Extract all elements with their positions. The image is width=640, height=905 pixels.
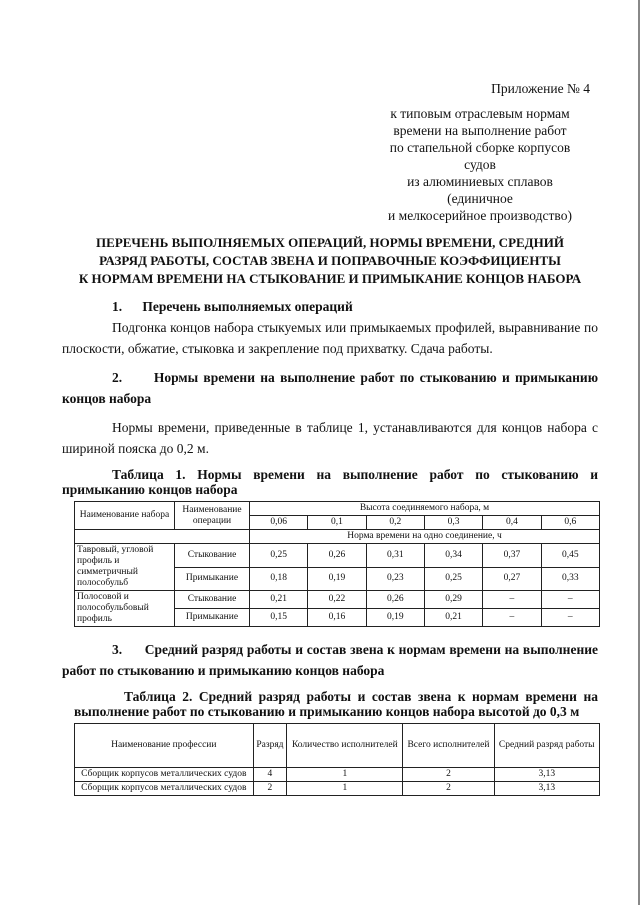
section-number: 2. xyxy=(112,370,123,385)
appendix-line: времени на выполнение работ xyxy=(393,123,567,138)
value-cell: 0,29 xyxy=(423,590,484,609)
header-cell: Высота соединяемого набора, м xyxy=(249,501,600,516)
header-cell: Количество исполнителей xyxy=(286,723,404,768)
cell: 1 xyxy=(286,781,404,796)
op-cell: Примыкание xyxy=(174,608,250,627)
section-3-heading: 3. Средний разряд работы и состав звена … xyxy=(62,639,598,681)
height-cell: 0,1 xyxy=(307,515,367,530)
table-2-caption: Таблица 2. Средний разряд работы и соста… xyxy=(74,689,598,719)
appendix-line: по стапельной сборке корпусов судов xyxy=(389,140,571,172)
value-cell: 0,19 xyxy=(307,566,367,591)
document-title: ПЕРЕЧЕНЬ ВЫПОЛНЯЕМЫХ ОПЕРАЦИЙ, НОРМЫ ВРЕ… xyxy=(62,234,598,288)
table-2: Наименование профессии Разряд Количество и… xyxy=(74,723,601,796)
op-cell: Примыкание xyxy=(174,566,250,591)
cell: Сборщик корпусов металлических судов xyxy=(74,781,254,796)
value-cell: 0,21 xyxy=(248,590,309,609)
value-cell: 0,37 xyxy=(482,543,542,568)
value-cell: 0,25 xyxy=(248,543,309,568)
height-cell: 0,6 xyxy=(540,515,601,530)
cell: 3,13 xyxy=(493,781,601,796)
title-line: ПЕРЕЧЕНЬ ВЫПОЛНЯЕМЫХ ОПЕРАЦИЙ, НОРМЫ ВРЕ… xyxy=(96,235,564,250)
value-cell: 0,18 xyxy=(248,566,309,591)
appendix-line: и мелкосерийное производство) xyxy=(388,208,572,223)
value-cell: 0,25 xyxy=(423,566,484,591)
section-number: 1. xyxy=(112,299,123,314)
value-cell: 0,26 xyxy=(365,590,425,609)
header-cell: Всего исполнителей xyxy=(402,723,495,768)
height-cell: 0,2 xyxy=(365,515,425,530)
section-title: Нормы времени на выполнение работ по сты… xyxy=(62,370,599,406)
title-line: РАЗРЯД РАБОТЫ, СОСТАВ ЗВЕНА И ПОПРАВОЧНЫ… xyxy=(99,253,561,268)
op-cell: Стыкование xyxy=(174,543,250,568)
section-2-text: Нормы времени, приведенные в таблице 1, … xyxy=(62,420,598,456)
table-row: Полосовой и полособульбовый профиль Стыко… xyxy=(74,590,601,627)
cell: 2 xyxy=(252,781,288,796)
appendix-line: из алюминиевых сплавов (единичное xyxy=(407,174,553,206)
appendix-line: к типовым отраслевым нормам xyxy=(390,106,570,121)
value-cell: 0,21 xyxy=(423,608,484,627)
section-1-heading: 1. Перечень выполняемых операций xyxy=(62,296,598,317)
section-number: 3. xyxy=(112,642,123,657)
appendix-note: к типовым отраслевым нормам времени на в… xyxy=(380,105,580,224)
value-cell: 0,33 xyxy=(540,566,601,591)
header-cell: Норма времени на одно соединение, ч xyxy=(249,529,600,544)
value-cell: 0,16 xyxy=(307,608,367,627)
header-cell: Средний разряд работы xyxy=(493,723,601,768)
value-cell: – xyxy=(482,608,542,627)
table-row: Примыкание 0,18 0,19 0,23 0,25 0,27 0,33 xyxy=(75,566,601,591)
value-cell: 0,31 xyxy=(365,543,425,568)
section-title: Средний разряд работы и состав звена к н… xyxy=(62,642,599,678)
title-line: К НОРМАМ ВРЕМЕНИ НА СТЫКОВАНИЕ И ПРИМЫКА… xyxy=(78,271,582,286)
section-2-heading: 2. Нормы времени на выполнение работ по … xyxy=(62,367,598,409)
cell: 4 xyxy=(252,767,288,782)
value-cell: – xyxy=(540,590,601,609)
value-cell: – xyxy=(540,608,601,627)
op-cell: Стыкование xyxy=(174,590,250,609)
value-cell: 0,23 xyxy=(365,566,425,591)
table-1: Наименование набора Наименование операции… xyxy=(74,501,601,627)
table-row: Примыкание 0,15 0,16 0,19 0,21– – xyxy=(75,608,601,627)
table-row: Сборщик корпусов металлических судов 2 1 2 3… xyxy=(74,781,601,796)
value-cell: 0,19 xyxy=(365,608,425,627)
cell: 3,13 xyxy=(493,767,601,782)
profile-cell: Тавровый, угловой профиль и симметричный… xyxy=(74,543,175,591)
table-row: Сборщик корпусов металлических судов 4 1 2 3… xyxy=(74,767,601,782)
value-cell: 0,22 xyxy=(307,590,367,609)
section-title: Перечень выполняемых операций xyxy=(142,299,353,314)
table-1-caption: Таблица 1. Нормы времени на выполнение р… xyxy=(62,467,598,497)
section-1-text: Подгонка концов набора стыкуемых или при… xyxy=(62,320,598,356)
height-cell: 0,06 xyxy=(248,515,309,530)
height-cell: 0,3 xyxy=(423,515,484,530)
value-cell: 0,34 xyxy=(423,543,484,568)
header-cell: Наименование профессии xyxy=(74,723,254,768)
table-row: Тавровый, угловой профиль и симметричный… xyxy=(74,543,601,591)
value-cell: 0,26 xyxy=(307,543,367,568)
cell: 2 xyxy=(402,767,495,782)
value-cell: 0,45 xyxy=(540,543,601,568)
header-cell: Наименование набора xyxy=(74,501,175,530)
cell: 2 xyxy=(402,781,495,796)
header-cell: Наименование операции xyxy=(174,501,250,530)
height-cell: 0,4 xyxy=(482,515,542,530)
value-cell: – xyxy=(482,590,542,609)
value-cell: 0,15 xyxy=(248,608,309,627)
header-cell: Разряд xyxy=(252,723,288,768)
value-cell: 0,27 xyxy=(482,566,542,591)
appendix-title: Приложение № 4 xyxy=(491,81,590,96)
profile-cell: Полосовой и полособульбовый профиль xyxy=(74,590,175,627)
cell: Сборщик корпусов металлических судов xyxy=(74,767,254,782)
cell: 1 xyxy=(286,767,404,782)
